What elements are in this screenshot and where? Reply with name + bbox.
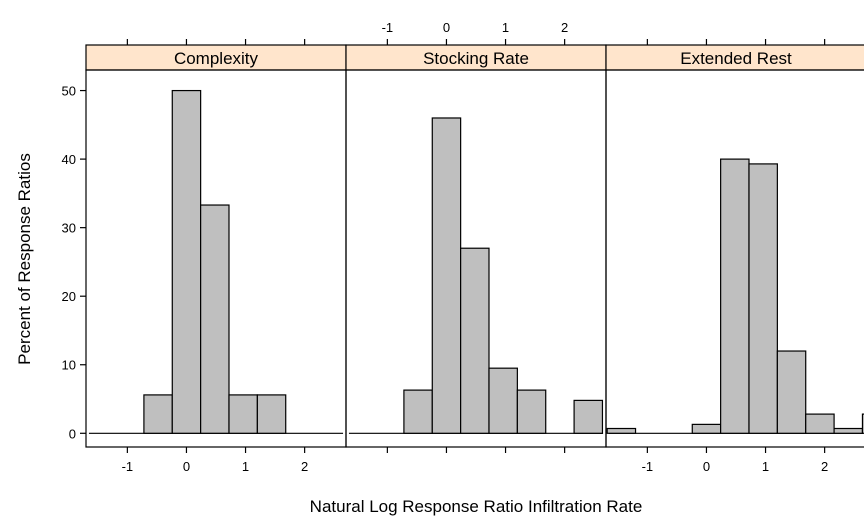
x-tick-label: 2 — [301, 459, 308, 474]
bar — [805, 413, 835, 434]
panel-stocking-rate: Stocking Rate — [345, 44, 607, 448]
strip-background — [605, 44, 864, 71]
bar — [776, 350, 807, 434]
x-tick-label: 0 — [183, 459, 190, 474]
panels-group: Complexity Stocking Rate Extended Rest — [85, 44, 864, 448]
bar — [691, 423, 722, 434]
bar — [256, 394, 287, 434]
bar — [488, 367, 518, 434]
bar — [403, 389, 433, 434]
bar — [200, 204, 230, 434]
y-axis-title: Percent of Response Ratios — [15, 153, 34, 365]
x-tick-label: -1 — [122, 459, 134, 474]
x-tick-label: -1 — [382, 20, 394, 35]
bar — [606, 427, 637, 434]
x-tick-label: 0 — [703, 459, 710, 474]
y-axis: 0 10 20 30 40 50 — [62, 84, 86, 441]
y-tick-label: 20 — [62, 289, 76, 304]
bar — [171, 89, 202, 434]
bar — [573, 399, 604, 434]
x-tick-label: 1 — [762, 459, 769, 474]
strip-label: Stocking Rate — [423, 49, 529, 68]
x-tick-label: -1 — [642, 459, 654, 474]
x-tick-label: 1 — [502, 20, 509, 35]
y-tick-label: 10 — [62, 358, 76, 373]
bar — [833, 427, 864, 434]
bar — [748, 163, 778, 434]
bar — [516, 389, 547, 434]
bar — [228, 394, 258, 434]
y-tick-label: 40 — [62, 152, 76, 167]
panel-complexity: Complexity — [85, 44, 347, 448]
x-tick-label: 0 — [443, 20, 450, 35]
bar — [431, 117, 462, 434]
bar — [720, 158, 750, 434]
panel-frame — [605, 69, 864, 448]
bar — [460, 247, 490, 434]
x-axis-title: Natural Log Response Ratio Infiltration … — [310, 497, 643, 516]
panel-extended-rest: Extended Rest — [605, 44, 864, 448]
y-tick-label: 30 — [62, 221, 76, 236]
strip-label: Complexity — [174, 49, 259, 68]
x-tick-label: 2 — [821, 459, 828, 474]
x-tick-label: 2 — [561, 20, 568, 35]
bar — [861, 413, 864, 434]
strip-label: Extended Rest — [680, 49, 792, 68]
bar — [143, 394, 173, 434]
x-tick-label: 1 — [242, 459, 249, 474]
y-tick-label: 0 — [69, 426, 76, 441]
x-axis-bottom: -1 0 1 2 -1 0 1 2 — [122, 447, 828, 474]
y-tick-label: 50 — [62, 84, 76, 99]
x-axis-top: -1 0 1 2 — [126, 20, 826, 45]
